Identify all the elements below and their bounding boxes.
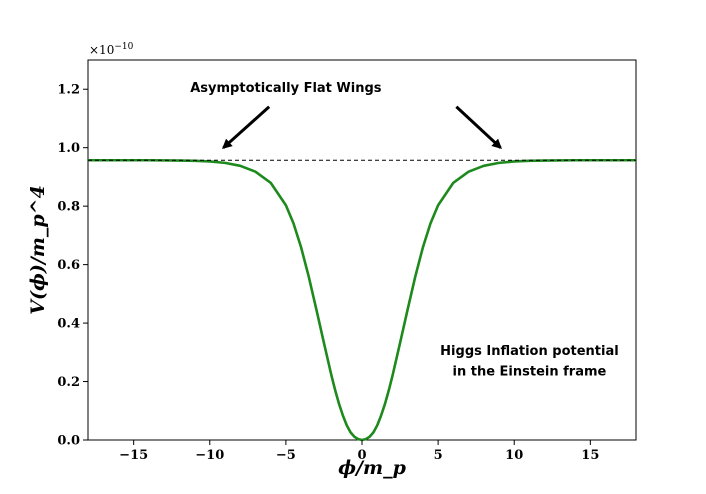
- x-tick-label: 10: [505, 448, 523, 463]
- annotation-text: Higgs Inflation potential: [440, 344, 619, 359]
- y-tick-label: 1.2: [57, 83, 80, 98]
- y-axis-ticks: 0.0 0.2 0.4 0.6 0.8 1.0 1.2: [57, 83, 88, 449]
- annotations: Asymptotically Flat Wings Higgs Inflation…: [190, 81, 618, 380]
- y-tick-label: 0.4: [57, 317, 80, 332]
- x-axis-ticks: −15 −10 −5 0 5 10 15: [119, 440, 599, 463]
- x-tick-label: −10: [195, 448, 224, 463]
- y-tick-label: 0.0: [57, 434, 80, 449]
- y-tick-label: 1.0: [57, 141, 80, 156]
- y-tick-label: 0.8: [57, 200, 80, 215]
- x-tick-label: 5: [434, 448, 443, 463]
- x-tick-label: 0: [357, 448, 366, 463]
- y-tick-label: 0.2: [57, 375, 80, 390]
- plot-lines: [88, 158, 636, 442]
- potential-curve: [88, 158, 636, 442]
- axis-scale-multiplier: ×10−10: [89, 42, 134, 57]
- x-axis-title: ϕ/m_p: [338, 457, 406, 479]
- plot-frame: [87, 59, 637, 441]
- y-tick-label: 0.6: [57, 258, 80, 273]
- annotation-text: Asymptotically Flat Wings: [190, 81, 382, 96]
- x-tick-label: −15: [119, 448, 148, 463]
- x-tick-label: 15: [581, 448, 599, 463]
- annotation-text: in the Einstein frame: [453, 365, 607, 380]
- x-tick-label: −5: [276, 448, 296, 463]
- y-axis-title: V(ϕ)/m_p^4: [27, 185, 49, 315]
- annotation-arrow: [221, 105, 271, 150]
- annotation-arrow: [455, 105, 502, 150]
